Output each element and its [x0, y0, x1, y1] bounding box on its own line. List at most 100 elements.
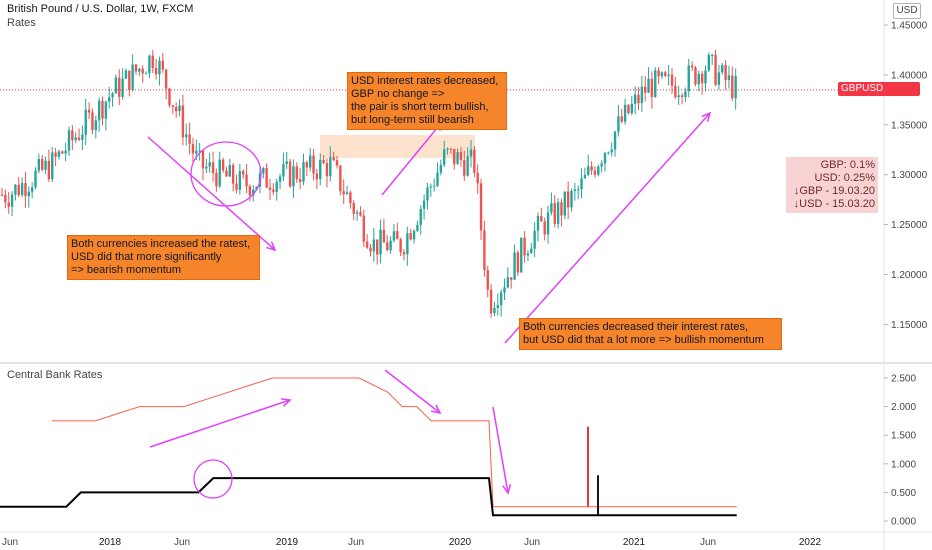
bearish-arrow-head — [266, 241, 277, 252]
candle-body — [570, 190, 573, 208]
candle-body — [556, 202, 560, 224]
candle-body — [667, 74, 670, 76]
candle-body — [637, 94, 640, 104]
candle-body — [623, 104, 627, 122]
candle-body — [429, 186, 432, 188]
candle-body — [536, 216, 540, 231]
candle-body — [483, 230, 486, 270]
candle-body — [362, 215, 365, 242]
candle-body — [707, 55, 711, 71]
x-tick-label: 2019 — [276, 537, 299, 548]
currency-button[interactable]: USD — [893, 3, 921, 19]
x-tick-label: 2020 — [449, 537, 472, 548]
candle-body — [0, 194, 4, 196]
candle-body — [402, 252, 406, 255]
candle-body — [717, 72, 721, 85]
candle-body — [64, 150, 67, 154]
candle-body — [657, 70, 660, 77]
candle-body — [580, 178, 583, 190]
upper-y-tick-label: 1.15000 — [891, 320, 928, 331]
candle-body — [593, 170, 597, 175]
candle-body — [108, 97, 111, 102]
candle-body — [238, 171, 242, 190]
bearish-annotation: Both currencies increased the ratest, US… — [67, 235, 260, 280]
candle-body — [613, 131, 617, 150]
candle-body — [295, 166, 298, 180]
candle-body — [71, 130, 74, 141]
usd-rate-line — [0, 477, 737, 517]
candle-body — [436, 172, 439, 186]
candle-body — [399, 239, 402, 253]
candle-body — [573, 189, 577, 191]
x-tick-label: Jun — [174, 537, 190, 548]
candle-body — [77, 137, 81, 140]
rates-info-label: GBP: 0.1% USD: 0.25% ↓GBP - 19.03.20 ↓US… — [786, 157, 878, 213]
candle-body — [319, 159, 322, 180]
highlight-circle-lower — [193, 459, 233, 499]
candle-body — [503, 287, 506, 293]
candle-body — [727, 75, 731, 81]
lower-y-tick-label: 0.000 — [891, 517, 916, 528]
candle-body — [101, 100, 104, 119]
candle-body — [158, 60, 161, 75]
candle-body — [248, 186, 252, 196]
candle-body — [443, 149, 446, 165]
candle-body — [97, 100, 101, 121]
x-tick-label: 2021 — [623, 537, 646, 548]
lower-fall-arrow-head — [431, 404, 442, 415]
candle-body — [369, 247, 372, 252]
candle-body — [218, 159, 221, 187]
candle-body — [17, 184, 20, 196]
candle-body — [453, 148, 456, 165]
candle-body — [44, 160, 47, 170]
lower-y-tick-label: 2.000 — [891, 402, 916, 413]
candle-body — [620, 116, 623, 122]
candle-body — [533, 230, 536, 249]
candle-body — [4, 194, 7, 203]
candle-body — [128, 70, 131, 90]
candle-body — [215, 172, 218, 187]
candle-body — [345, 192, 349, 195]
candle-body — [104, 101, 108, 119]
candle-body — [714, 54, 717, 85]
x-tick-label: Jun — [524, 537, 540, 548]
candle-body — [272, 189, 275, 192]
candle-body — [14, 184, 17, 195]
candle-body — [530, 248, 533, 254]
candle-body — [603, 152, 607, 164]
candle-body — [493, 307, 496, 314]
candle-body — [607, 152, 610, 154]
candle-body — [680, 95, 684, 98]
candle-body — [724, 65, 727, 81]
candle-body — [566, 191, 570, 208]
candle-body — [30, 187, 34, 192]
candle-body — [211, 162, 215, 173]
candle-body — [382, 229, 386, 243]
candle-body — [670, 74, 674, 86]
candle-body — [339, 165, 342, 192]
candle-body — [141, 68, 144, 74]
lower-y-tick-label: 0.500 — [891, 488, 916, 499]
lower-cut-arrow — [492, 406, 509, 494]
candle-body — [654, 70, 657, 97]
candle-body — [20, 183, 24, 196]
candle-body — [154, 67, 158, 75]
candle-body — [292, 166, 295, 187]
candle-body — [499, 292, 503, 306]
candle-body — [298, 179, 302, 182]
candle-body — [456, 152, 459, 165]
candle-body — [275, 181, 278, 192]
candle-body — [704, 70, 707, 84]
candle-body — [332, 157, 335, 161]
candle-body — [422, 200, 426, 209]
candle-body — [697, 73, 700, 85]
candle-body — [225, 170, 228, 177]
candle-body — [201, 150, 205, 169]
candle-body — [255, 186, 258, 190]
candle-body — [694, 67, 697, 85]
candle-body — [312, 155, 315, 174]
candle-body — [426, 187, 429, 201]
candle-body — [386, 242, 389, 251]
candle-body — [161, 60, 164, 70]
price-tag-countdown: 3d 14h — [848, 97, 879, 108]
